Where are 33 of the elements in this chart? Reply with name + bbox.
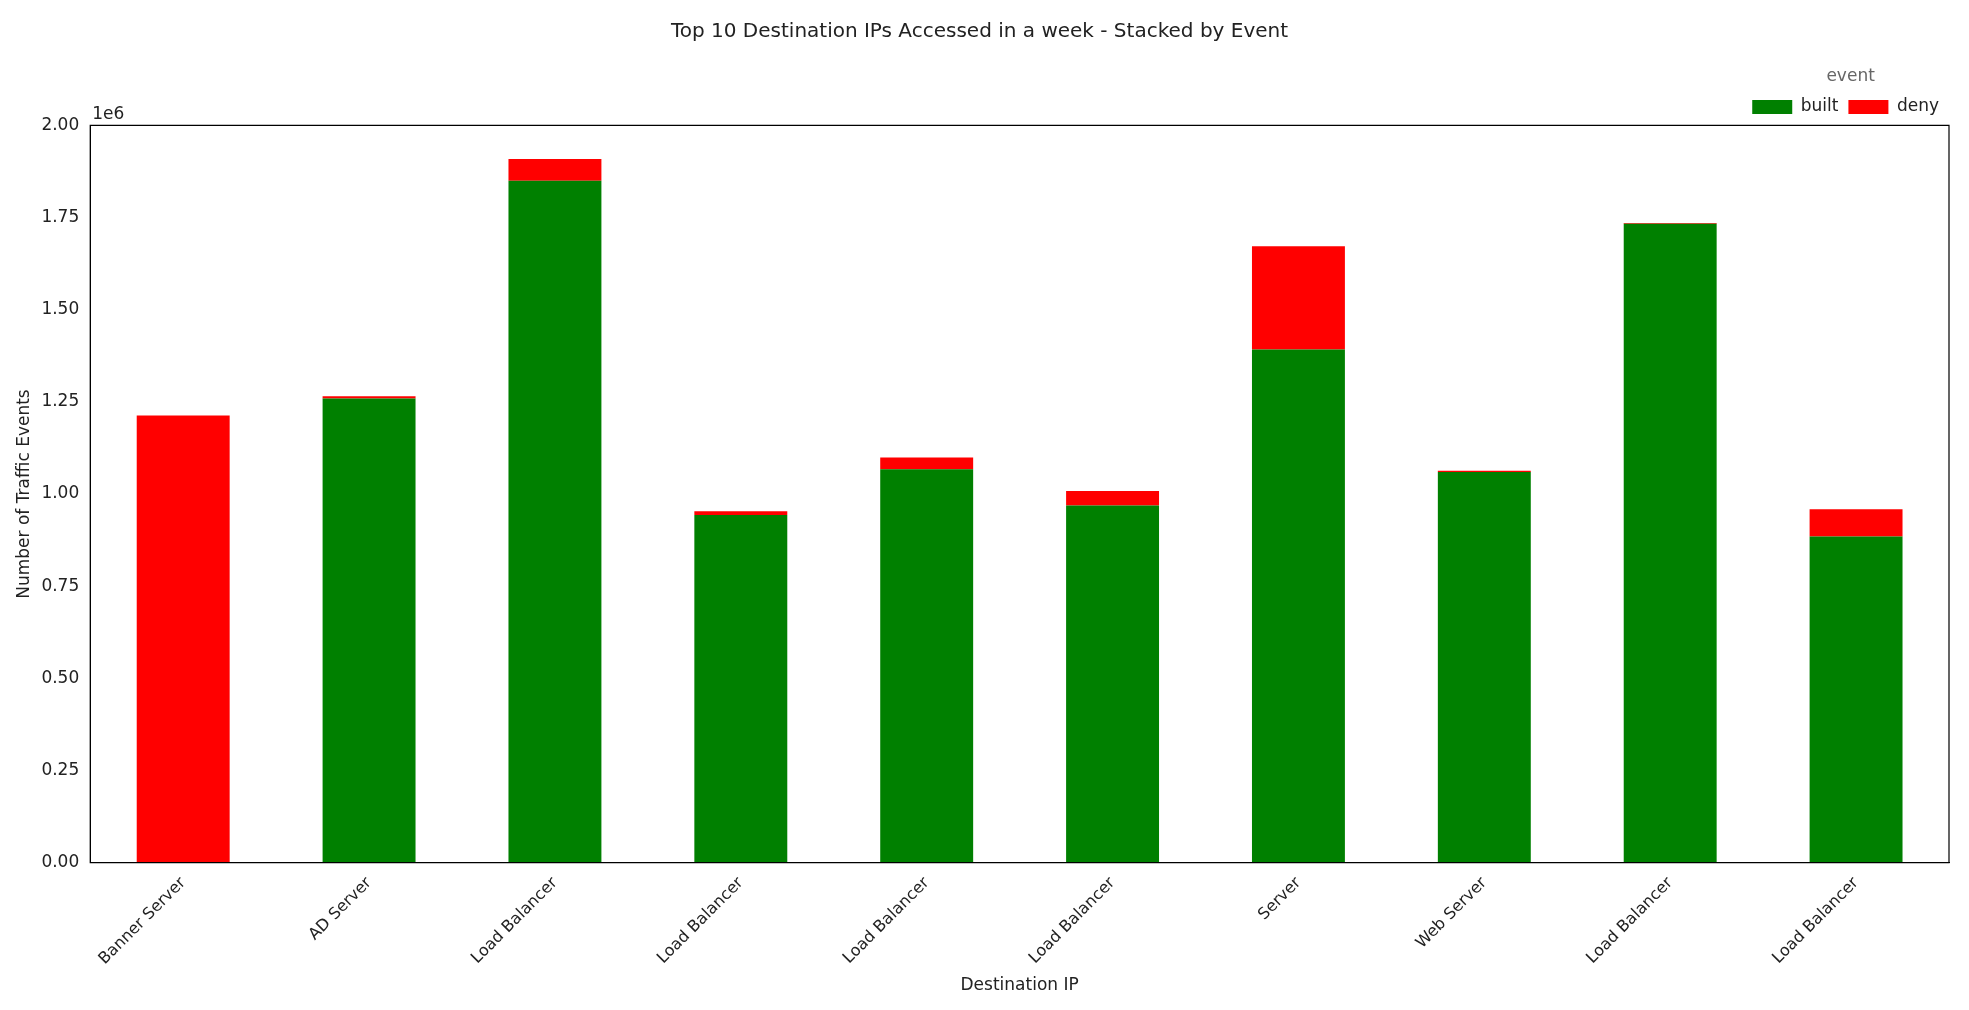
bar xyxy=(322,398,416,863)
legend-title: event xyxy=(1826,64,1876,85)
bar xyxy=(1437,471,1531,863)
y-tick-label: 0.25 xyxy=(41,758,80,779)
bar xyxy=(508,158,602,181)
bar xyxy=(1251,349,1345,863)
bar xyxy=(694,515,788,863)
bar xyxy=(1066,491,1160,506)
chart-title: Top 10 Destination IPs Accessed in a week - Stacked by Event xyxy=(669,18,1289,43)
y-tick-label: 0.00 xyxy=(41,851,80,872)
y-tick-label: 1.75 xyxy=(41,205,80,226)
y-axis-title: Number of Traffic Events xyxy=(12,389,33,599)
y-tick-label: 0.75 xyxy=(41,574,80,595)
bar xyxy=(694,511,788,516)
y-tick-label: 1.50 xyxy=(41,298,80,319)
bar xyxy=(1623,223,1717,863)
bar xyxy=(136,415,230,863)
bar xyxy=(1066,505,1160,863)
legend-label: built xyxy=(1800,95,1839,116)
text: 1e6 xyxy=(92,103,125,124)
legend-label: deny xyxy=(1896,95,1940,116)
bar xyxy=(1809,509,1903,537)
bar xyxy=(1809,536,1903,863)
bar xyxy=(880,469,974,863)
x-axis-title: Destination IP xyxy=(960,974,1079,995)
y-tick-label: 1.25 xyxy=(41,390,80,411)
y-tick-label: 2.00 xyxy=(41,113,80,134)
y-tick-label: 0.50 xyxy=(41,666,80,687)
bar xyxy=(508,180,602,863)
bar xyxy=(322,396,416,399)
bar xyxy=(1251,246,1345,350)
y-tick-label: 1.00 xyxy=(41,482,80,503)
bar xyxy=(880,457,974,470)
